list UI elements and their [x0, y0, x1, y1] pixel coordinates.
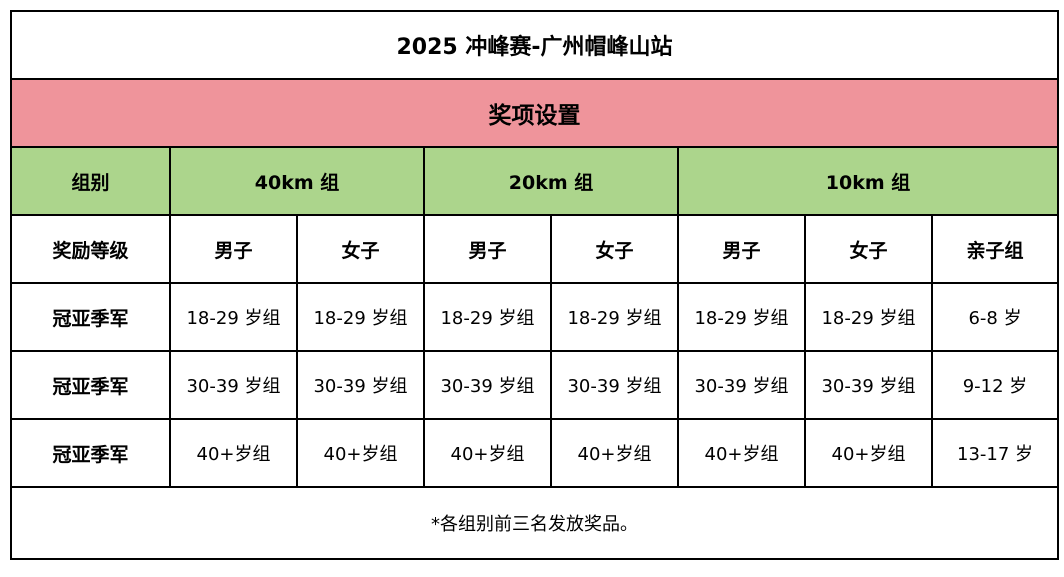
table-cell: 18-29 岁组 [423, 282, 552, 352]
row-label: 冠亚季军 [10, 282, 171, 352]
level-col: 女子 [550, 214, 679, 284]
row-label: 冠亚季军 [10, 418, 171, 488]
table-cell: 6-8 岁 [930, 282, 1060, 352]
table-cell: 40+岁组 [169, 418, 298, 488]
awards-table: 2025 冲峰赛-广州帽峰山站 奖项设置 组别 40km 组 20km 组 10… [9, 10, 1060, 560]
table-cell: 30-39 岁组 [804, 350, 933, 420]
page-title: 2025 冲峰赛-广州帽峰山站 [9, 10, 1060, 80]
level-col: 男子 [423, 214, 552, 284]
table-row: 冠亚季军 30-39 岁组 30-39 岁组 30-39 岁组 30-39 岁组… [10, 350, 1060, 420]
table-cell: 30-39 岁组 [677, 350, 806, 420]
table-cell: 9-12 岁 [930, 350, 1060, 420]
level-col: 男子 [169, 214, 298, 284]
table-cell: 18-29 岁组 [550, 282, 679, 352]
table-row: 冠亚季军 40+岁组 40+岁组 40+岁组 40+岁组 40+岁组 40+岁组… [10, 418, 1060, 488]
table-cell: 30-39 岁组 [423, 350, 552, 420]
table-row: 冠亚季军 18-29 岁组 18-29 岁组 18-29 岁组 18-29 岁组… [10, 282, 1060, 352]
level-col: 男子 [677, 214, 806, 284]
table-cell: 30-39 岁组 [169, 350, 298, 420]
table-cell: 40+岁组 [804, 418, 933, 488]
table-cell: 40+岁组 [677, 418, 806, 488]
group-label: 组别 [10, 146, 171, 216]
group-10km: 10km 组 [676, 146, 1060, 216]
table-cell: 13-17 岁 [930, 418, 1060, 488]
table-cell: 40+岁组 [550, 418, 679, 488]
level-col: 女子 [804, 214, 933, 284]
table-cell: 18-29 岁组 [804, 282, 933, 352]
level-label: 奖励等级 [10, 214, 171, 284]
table-cell: 30-39 岁组 [550, 350, 679, 420]
footnote: *各组别前三名发放奖品。 [9, 486, 1060, 560]
level-col: 女子 [296, 214, 425, 284]
table-cell: 40+岁组 [423, 418, 552, 488]
group-40km: 40km 组 [169, 146, 425, 216]
row-label: 冠亚季军 [10, 350, 171, 420]
group-20km: 20km 组 [423, 146, 679, 216]
table-cell: 18-29 岁组 [677, 282, 806, 352]
table-cell: 18-29 岁组 [169, 282, 298, 352]
table-cell: 40+岁组 [296, 418, 425, 488]
section-title: 奖项设置 [9, 78, 1060, 148]
level-col: 亲子组 [930, 214, 1060, 284]
table-cell: 30-39 岁组 [296, 350, 425, 420]
table-cell: 18-29 岁组 [296, 282, 425, 352]
